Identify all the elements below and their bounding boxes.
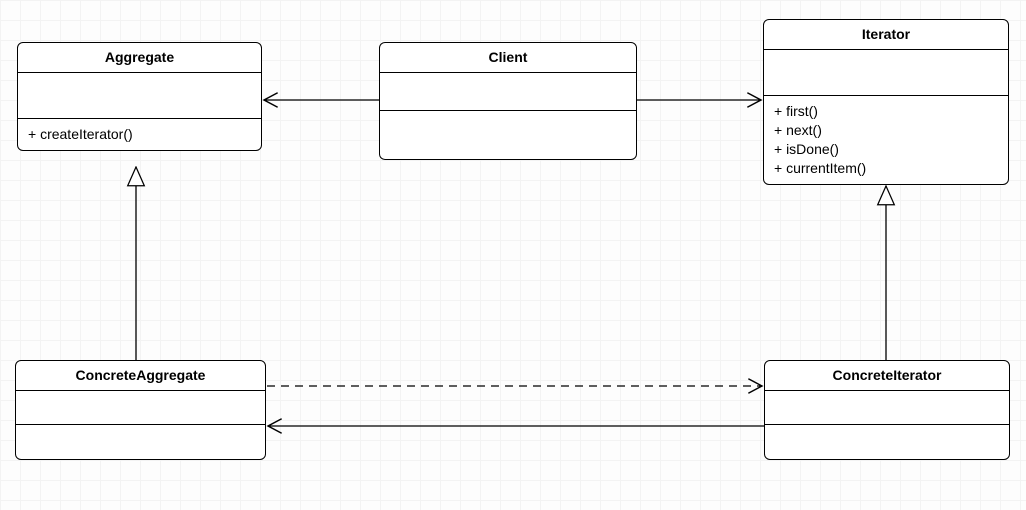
class-concrete-aggregate-operations: [16, 425, 265, 459]
operation-label: + first(): [774, 102, 998, 121]
class-concrete-aggregate: ConcreteAggregate: [15, 360, 266, 460]
class-aggregate-attributes: [18, 73, 261, 119]
class-iterator-attributes: [764, 50, 1008, 96]
operation-label: + currentItem(): [774, 159, 998, 178]
operation-label: + createIterator(): [28, 125, 251, 144]
class-client: Client: [379, 42, 637, 160]
class-concrete-iterator-operations: [765, 425, 1009, 459]
class-iterator: Iterator + first() + next() + isDone() +…: [763, 19, 1009, 185]
class-concrete-aggregate-attributes: [16, 391, 265, 425]
class-client-operations: [380, 111, 636, 159]
class-aggregate-title: Aggregate: [18, 43, 261, 73]
class-concrete-aggregate-title: ConcreteAggregate: [16, 361, 265, 391]
operation-label: + isDone(): [774, 140, 998, 159]
class-concrete-iterator-title: ConcreteIterator: [765, 361, 1009, 391]
class-aggregate-operations: + createIterator(): [18, 119, 261, 150]
class-client-title: Client: [380, 43, 636, 73]
class-iterator-title: Iterator: [764, 20, 1008, 50]
uml-diagram: Aggregate + createIterator() Client Iter…: [0, 0, 1026, 510]
class-concrete-iterator-attributes: [765, 391, 1009, 425]
class-concrete-iterator: ConcreteIterator: [764, 360, 1010, 460]
class-iterator-operations: + first() + next() + isDone() + currentI…: [764, 96, 1008, 184]
class-aggregate: Aggregate + createIterator(): [17, 42, 262, 151]
operation-label: + next(): [774, 121, 998, 140]
class-client-attributes: [380, 73, 636, 111]
